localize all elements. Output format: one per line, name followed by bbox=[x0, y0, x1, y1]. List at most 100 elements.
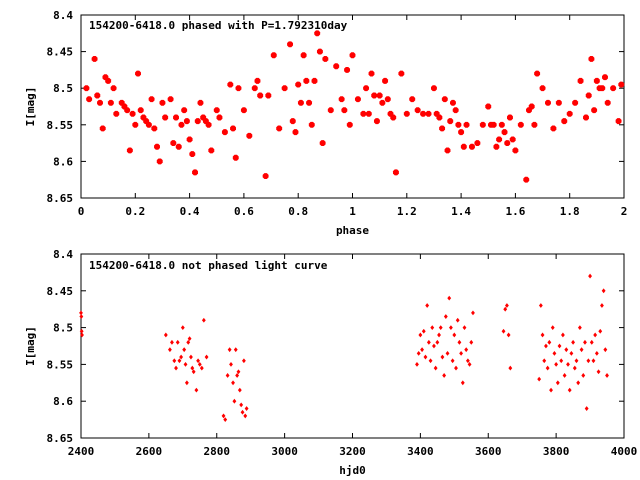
data-point bbox=[145, 121, 152, 128]
x-tick-label: 3600 bbox=[475, 445, 502, 458]
data-point bbox=[201, 317, 206, 323]
data-point bbox=[190, 365, 195, 371]
data-point bbox=[183, 118, 190, 125]
data-point bbox=[189, 151, 196, 158]
data-point bbox=[462, 325, 467, 330]
data-point bbox=[604, 99, 611, 106]
data-point bbox=[571, 339, 576, 345]
data-point bbox=[196, 358, 201, 364]
data-point bbox=[496, 136, 503, 143]
x-axis-label: phase bbox=[336, 224, 369, 237]
data-point bbox=[322, 55, 329, 62]
data-point bbox=[208, 147, 215, 154]
data-point bbox=[490, 121, 497, 128]
data-point bbox=[175, 339, 180, 345]
data-point bbox=[205, 121, 212, 128]
data-point bbox=[564, 347, 569, 353]
x-tick-label: 3200 bbox=[339, 445, 366, 458]
data-point bbox=[600, 303, 604, 308]
data-point bbox=[180, 325, 185, 330]
data-point bbox=[469, 143, 475, 150]
data-point bbox=[430, 325, 435, 330]
data-point bbox=[229, 362, 233, 367]
plot-panel-1: 0 0.2 0.4 0.6 0.8 1 1.2 1.4 1.6 1.8 2 8.4 8.45 8.5 8.5… bbox=[24, 9, 627, 237]
y-tick-label: 8.5 bbox=[53, 82, 73, 95]
plot-frame bbox=[80, 14, 625, 199]
data-point bbox=[194, 118, 201, 125]
data-point bbox=[183, 362, 188, 367]
data-point bbox=[129, 110, 136, 117]
data-point bbox=[79, 310, 83, 316]
x-tick-label: 1.4 bbox=[451, 205, 471, 218]
data-point bbox=[418, 332, 423, 338]
data-point bbox=[384, 96, 391, 103]
data-point bbox=[225, 373, 230, 378]
data-point bbox=[554, 362, 559, 367]
data-point bbox=[338, 96, 345, 103]
data-point bbox=[583, 339, 587, 345]
data-point bbox=[403, 110, 410, 117]
y-tick-label: 8.4 bbox=[53, 9, 73, 22]
data-point bbox=[538, 303, 543, 308]
data-point bbox=[311, 77, 318, 84]
data-point bbox=[572, 99, 579, 106]
data-point bbox=[163, 332, 168, 338]
data-point bbox=[534, 70, 541, 77]
data-point bbox=[239, 402, 244, 408]
data-point bbox=[561, 118, 568, 125]
data-point bbox=[507, 114, 513, 121]
data-point bbox=[365, 110, 372, 117]
data-point bbox=[528, 103, 535, 110]
data-point bbox=[186, 136, 193, 143]
data-point bbox=[447, 118, 454, 125]
data-point bbox=[392, 169, 399, 176]
data-point bbox=[560, 332, 565, 338]
data-point bbox=[448, 325, 453, 330]
data-point bbox=[186, 339, 191, 345]
data-point bbox=[181, 107, 188, 114]
y-tick-label: 8.4 bbox=[53, 248, 73, 261]
data-point bbox=[373, 118, 380, 125]
data-point bbox=[221, 413, 226, 419]
data-point bbox=[523, 176, 530, 183]
data-point bbox=[237, 387, 242, 393]
data-point bbox=[233, 347, 238, 353]
data-point bbox=[574, 358, 579, 364]
data-point bbox=[504, 303, 509, 308]
y-axis-label: I[mag] bbox=[24, 87, 37, 127]
data-point bbox=[549, 387, 553, 393]
data-point bbox=[194, 387, 199, 393]
data-point bbox=[471, 310, 475, 316]
data-point bbox=[175, 143, 182, 150]
data-point bbox=[159, 99, 166, 106]
data-point bbox=[223, 417, 228, 422]
data-point bbox=[314, 30, 321, 37]
data-point bbox=[189, 354, 193, 360]
data-point bbox=[566, 362, 570, 367]
data-point bbox=[572, 365, 577, 371]
data-point bbox=[316, 48, 323, 55]
data-point bbox=[83, 85, 90, 92]
x-tick-label: 2400 bbox=[68, 445, 95, 458]
data-point bbox=[577, 77, 584, 84]
data-point bbox=[227, 81, 234, 88]
data-point bbox=[430, 85, 437, 92]
data-point bbox=[409, 96, 416, 103]
data-point bbox=[501, 328, 506, 334]
data-point bbox=[182, 347, 187, 353]
x-tick-label: 0 bbox=[78, 205, 85, 218]
data-point bbox=[154, 143, 160, 150]
y-tick-label: 8.6 bbox=[53, 155, 73, 168]
data-point bbox=[455, 121, 462, 128]
data-point bbox=[459, 350, 464, 356]
data-point bbox=[295, 81, 302, 88]
data-point bbox=[452, 107, 459, 114]
data-point bbox=[601, 288, 606, 294]
plot-title: 154200-6418.0 phased with P=1.792310day bbox=[89, 19, 348, 32]
data-point bbox=[187, 336, 192, 342]
data-point bbox=[319, 140, 326, 147]
data-point bbox=[105, 77, 112, 84]
x-tick-label: 3800 bbox=[543, 445, 570, 458]
data-point bbox=[178, 121, 185, 128]
